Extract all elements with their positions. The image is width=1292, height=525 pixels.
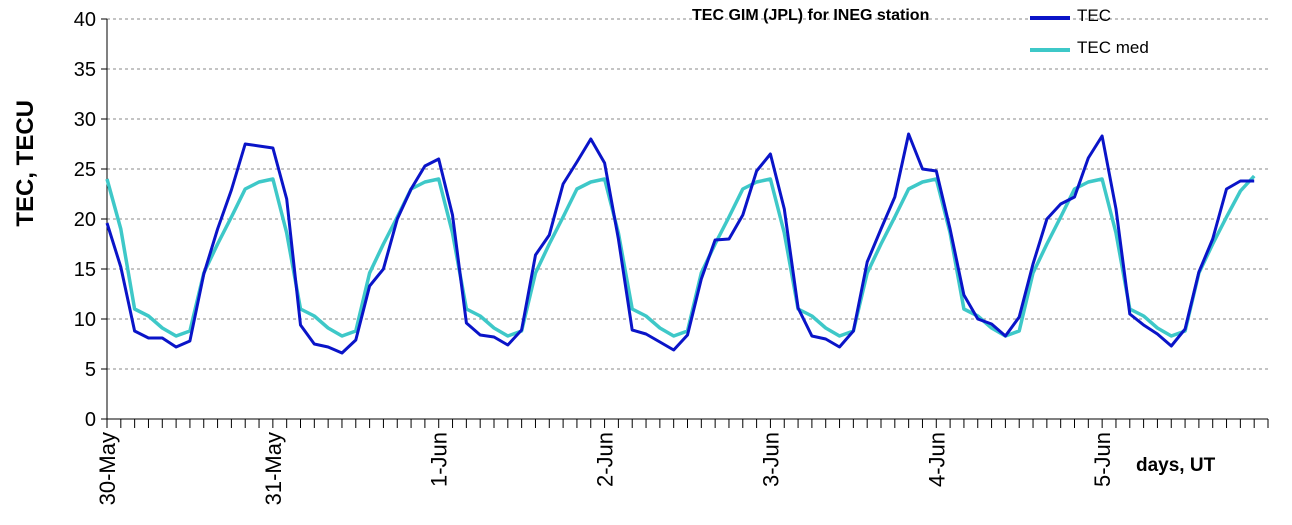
legend-swatch-tec-med [1030,48,1070,52]
y-tick-label: 35 [74,59,96,81]
x-tick-label: 1-Jun [427,432,452,487]
y-axis-title-box: TEC, TECU [0,0,60,260]
x-tick-label: 5-Jun [1090,432,1115,487]
x-tick-label: 2-Jun [593,432,618,487]
legend-label-tec: TEC [1077,6,1111,25]
series-lines [105,132,1256,355]
legend-swatch-tec [1030,16,1070,20]
series-line-tec-med [105,174,1256,338]
y-axis-ticks: 0 5 10 15 20 25 30 35 40 [74,9,107,431]
x-tick-label: 31-May [261,432,286,505]
x-tick-label: 3-Jun [758,432,783,487]
chart-title: TEC GIM (JPL) for INEG station [692,7,930,24]
y-tick-label: 5 [85,359,96,381]
series-line-tec [105,132,1255,355]
legend-label-tec-med: TEC med [1077,38,1149,57]
x-axis-ticks: 30-May 31-May 1-Jun 2-Jun 3-Jun 4-Jun 5-Jun [95,419,1269,505]
y-tick-label: 25 [74,159,96,181]
gridlines [107,18,1268,370]
y-tick-label: 15 [74,259,96,281]
x-axis-title: days, UT [1136,455,1216,476]
x-tick-label: 4-Jun [924,432,949,487]
y-tick-label: 10 [74,309,96,331]
y-axis-title: TEC, TECU [12,100,39,227]
x-tick-label: 30-May [95,432,120,505]
y-tick-label: 40 [74,9,96,31]
y-tick-label: 30 [74,109,96,131]
y-tick-label: 0 [85,409,96,431]
y-tick-label: 20 [74,209,96,231]
